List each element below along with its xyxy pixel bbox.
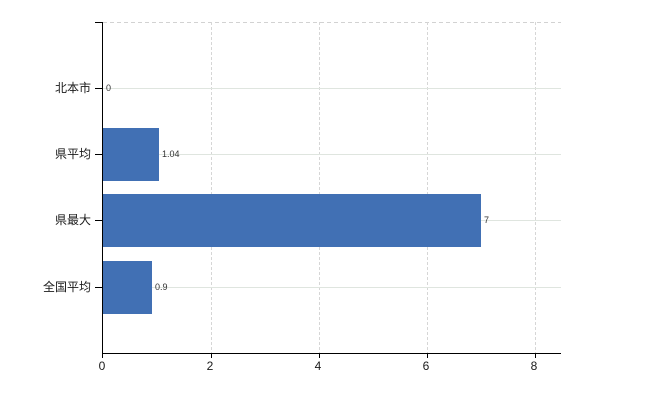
value-label: 1.04: [162, 149, 180, 159]
y-axis-tick: [95, 154, 102, 155]
category-label: 北本市: [54, 81, 91, 95]
gridline-vertical: [427, 22, 428, 353]
x-axis-tick: [319, 354, 320, 358]
value-label: 0.9: [155, 282, 168, 292]
category-label: 県平均: [54, 147, 91, 161]
category-label: 全国平均: [42, 280, 91, 294]
x-tick-label: 4: [314, 359, 322, 373]
x-tick-label: 8: [530, 359, 538, 373]
x-axis-tick: [535, 354, 536, 358]
x-tick-label: 6: [422, 359, 430, 373]
category-label: 県最大: [54, 213, 91, 227]
bar: [103, 261, 152, 314]
x-axis-tick: [211, 354, 212, 358]
gridline-horizontal: [103, 88, 561, 89]
gridline-horizontal: [103, 154, 561, 155]
gridline-vertical: [319, 22, 320, 353]
y-axis-tick: [95, 220, 102, 221]
plot-area: 0 1.04 7 0.9: [95, 22, 561, 358]
y-axis-tick: [95, 88, 102, 89]
bar: [103, 194, 481, 247]
x-axis-tick: [427, 354, 428, 358]
value-label: 0: [106, 83, 112, 93]
gridline-vertical: [211, 22, 212, 353]
x-tick-label: 0: [98, 359, 106, 373]
gridline-horizontal: [103, 287, 561, 288]
gridline-top: [103, 22, 561, 23]
y-axis-tick: [95, 22, 102, 23]
x-tick-label: 2: [206, 359, 214, 373]
bar: [103, 128, 159, 181]
y-axis-tick: [95, 287, 102, 288]
value-label: 7: [484, 215, 490, 225]
gridline-vertical: [535, 22, 536, 353]
x-axis-tick: [102, 354, 103, 358]
